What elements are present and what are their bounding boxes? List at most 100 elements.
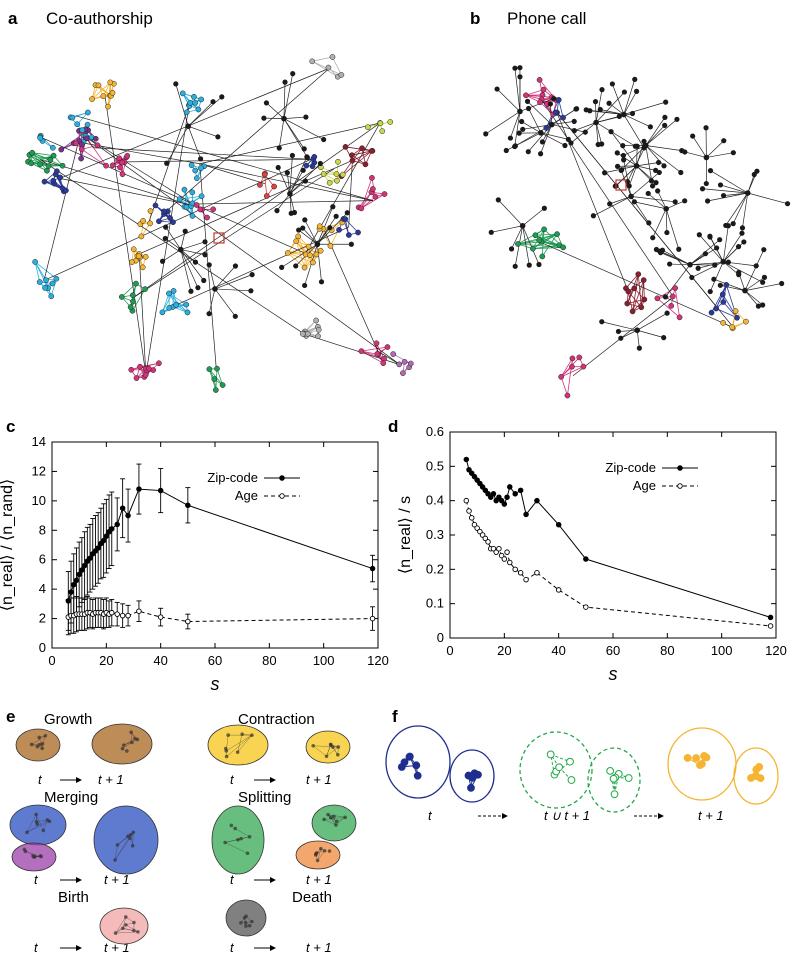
network-edge [625, 273, 639, 289]
network-edge [634, 201, 667, 210]
network-hub [314, 241, 321, 248]
network-node [377, 120, 384, 127]
network-node [543, 125, 550, 131]
community-node [113, 858, 117, 862]
network-hub [634, 327, 641, 334]
network-node [83, 135, 90, 142]
time-arrowhead [76, 777, 82, 783]
network-edge [34, 261, 47, 281]
community-node [125, 749, 129, 753]
network-node [672, 199, 678, 205]
network-edge [295, 240, 305, 268]
network-node [682, 149, 688, 155]
data-point-Zip-code [517, 487, 524, 494]
y-tick-label: 0 [437, 630, 444, 645]
network-node [290, 71, 296, 77]
network-edge [180, 249, 199, 288]
network-node [720, 192, 727, 199]
data-point-Zip-code [583, 556, 589, 562]
network-edge [34, 261, 57, 280]
network-edge [166, 126, 189, 164]
community-node [319, 846, 323, 851]
network-node [129, 259, 135, 265]
network-node [349, 152, 355, 159]
community-edge [26, 821, 50, 833]
network-node [678, 169, 684, 176]
network-node [525, 105, 532, 112]
time-arrowhead [658, 813, 664, 819]
network-edge [132, 288, 146, 312]
network-link [122, 158, 312, 163]
data-point-Age [185, 618, 191, 625]
network-hub [212, 286, 218, 292]
community-edge [326, 746, 339, 757]
network-hub [519, 222, 526, 229]
matching-node [567, 776, 576, 784]
community-node [324, 754, 329, 759]
legend-marker [279, 475, 285, 481]
network-node [103, 162, 109, 169]
network-edge [636, 165, 652, 181]
time-arrowhead [502, 813, 508, 819]
network-hub [687, 261, 693, 268]
network-node [736, 272, 742, 278]
network-edge [652, 208, 667, 238]
network-node [568, 140, 574, 146]
community-node [130, 740, 134, 745]
community-node [235, 750, 240, 754]
community-node [32, 854, 37, 859]
data-point-Zip-code [496, 494, 502, 500]
network-node [654, 295, 661, 302]
network-node [741, 239, 747, 245]
network-node [574, 106, 580, 112]
network-node [330, 204, 336, 210]
network-node [614, 150, 620, 156]
data-point-Age [767, 623, 774, 629]
network-node [335, 158, 341, 165]
network-edge [511, 225, 523, 250]
y-tick-label: 2 [39, 611, 46, 626]
network-node [582, 129, 588, 135]
data-point-Zip-code [474, 477, 480, 483]
network-node [176, 196, 183, 203]
network-edge [506, 132, 542, 151]
network-edge [595, 122, 602, 145]
network-link [133, 168, 335, 298]
community-node [41, 828, 46, 833]
network-node [54, 168, 60, 175]
network-node [524, 98, 531, 104]
network-edge [636, 330, 640, 349]
network-node [189, 189, 196, 196]
network-node [167, 215, 173, 221]
network-node [156, 360, 162, 367]
network-node [355, 229, 361, 236]
community-node [343, 815, 347, 820]
network-edge [744, 249, 765, 291]
network-node [621, 157, 627, 163]
matching-node [606, 766, 615, 775]
network-node [714, 245, 720, 251]
network-node [695, 265, 701, 271]
network-node [181, 186, 188, 193]
network-node [629, 308, 636, 315]
network-node [162, 235, 168, 242]
community-union-a [519, 731, 593, 809]
data-point-Zip-code [485, 491, 491, 497]
data-point-Zip-code [498, 497, 505, 504]
data-point-Age [119, 612, 126, 619]
community-node [40, 742, 45, 746]
community-node [322, 817, 326, 822]
network-hub [538, 130, 544, 136]
network-edge [620, 329, 638, 339]
y-tick-label: 4 [39, 581, 46, 596]
matching-node [413, 771, 422, 780]
network-node [655, 159, 662, 166]
network-node [560, 244, 567, 251]
network-edge [744, 277, 765, 291]
network-node [305, 243, 312, 250]
contraction-community-t [207, 724, 269, 766]
panel-f-letter: f [392, 707, 398, 726]
network-node [540, 86, 547, 93]
community-edge [25, 851, 42, 857]
community-node [39, 854, 43, 859]
